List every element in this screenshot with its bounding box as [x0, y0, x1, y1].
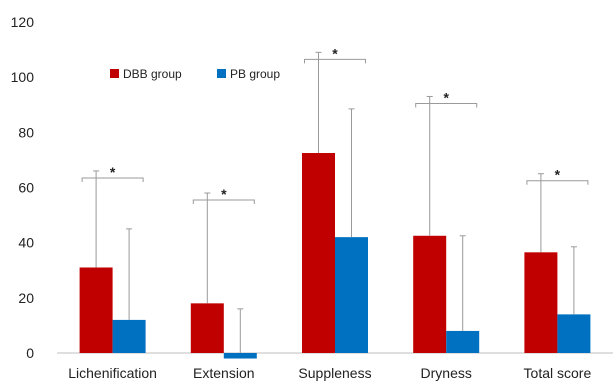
error-bars — [93, 51, 577, 353]
significance-bracket — [192, 199, 255, 205]
y-tick-label: 60 — [18, 180, 34, 196]
bar-dbb-group — [413, 235, 447, 353]
bar-pb-group — [223, 353, 257, 359]
bar-pb-group — [112, 319, 146, 353]
significance-bracket — [415, 102, 478, 108]
significance-bracket — [81, 177, 144, 182]
significance-star: * — [110, 164, 116, 180]
y-tick-label: 20 — [18, 290, 34, 306]
y-tick-label: 40 — [18, 235, 34, 251]
bar-dbb-group — [79, 267, 113, 353]
y-tick-label: 120 — [11, 14, 35, 30]
x-category-label: Total score — [524, 365, 592, 381]
bar-pb-group — [335, 237, 368, 353]
bar-pb-group — [557, 314, 591, 353]
bars — [79, 153, 591, 359]
legend-label: PB group — [230, 67, 280, 81]
y-tick-label: 100 — [11, 69, 35, 85]
legend-swatch — [217, 69, 226, 78]
bar-dbb-group — [524, 252, 558, 353]
bar-pb-group — [446, 330, 480, 353]
x-category-label: Lichenification — [68, 365, 157, 381]
legend-label: DBB group — [123, 67, 182, 81]
significance-bracket — [526, 180, 589, 185]
x-category-label: Suppleness — [298, 365, 371, 381]
significance-star: * — [443, 89, 449, 105]
x-category-label: Extension — [193, 365, 254, 381]
x-category-label: Dryness — [421, 365, 472, 381]
y-tick-label: 80 — [18, 124, 34, 140]
significance-bracket — [304, 58, 366, 64]
bar-dbb-group — [302, 153, 335, 353]
significance-markers: * * * * * — [81, 45, 589, 205]
y-tick-label: 0 — [26, 345, 34, 361]
legend: DBB group PB group — [110, 67, 280, 81]
axis-labels: Lichenification Extension Suppleness Drynes… — [68, 365, 591, 381]
significance-star: * — [555, 167, 561, 183]
significance-star: * — [221, 186, 227, 202]
legend-swatch — [110, 69, 119, 78]
significance-star: * — [332, 45, 338, 61]
bar-dbb-group — [190, 303, 224, 353]
